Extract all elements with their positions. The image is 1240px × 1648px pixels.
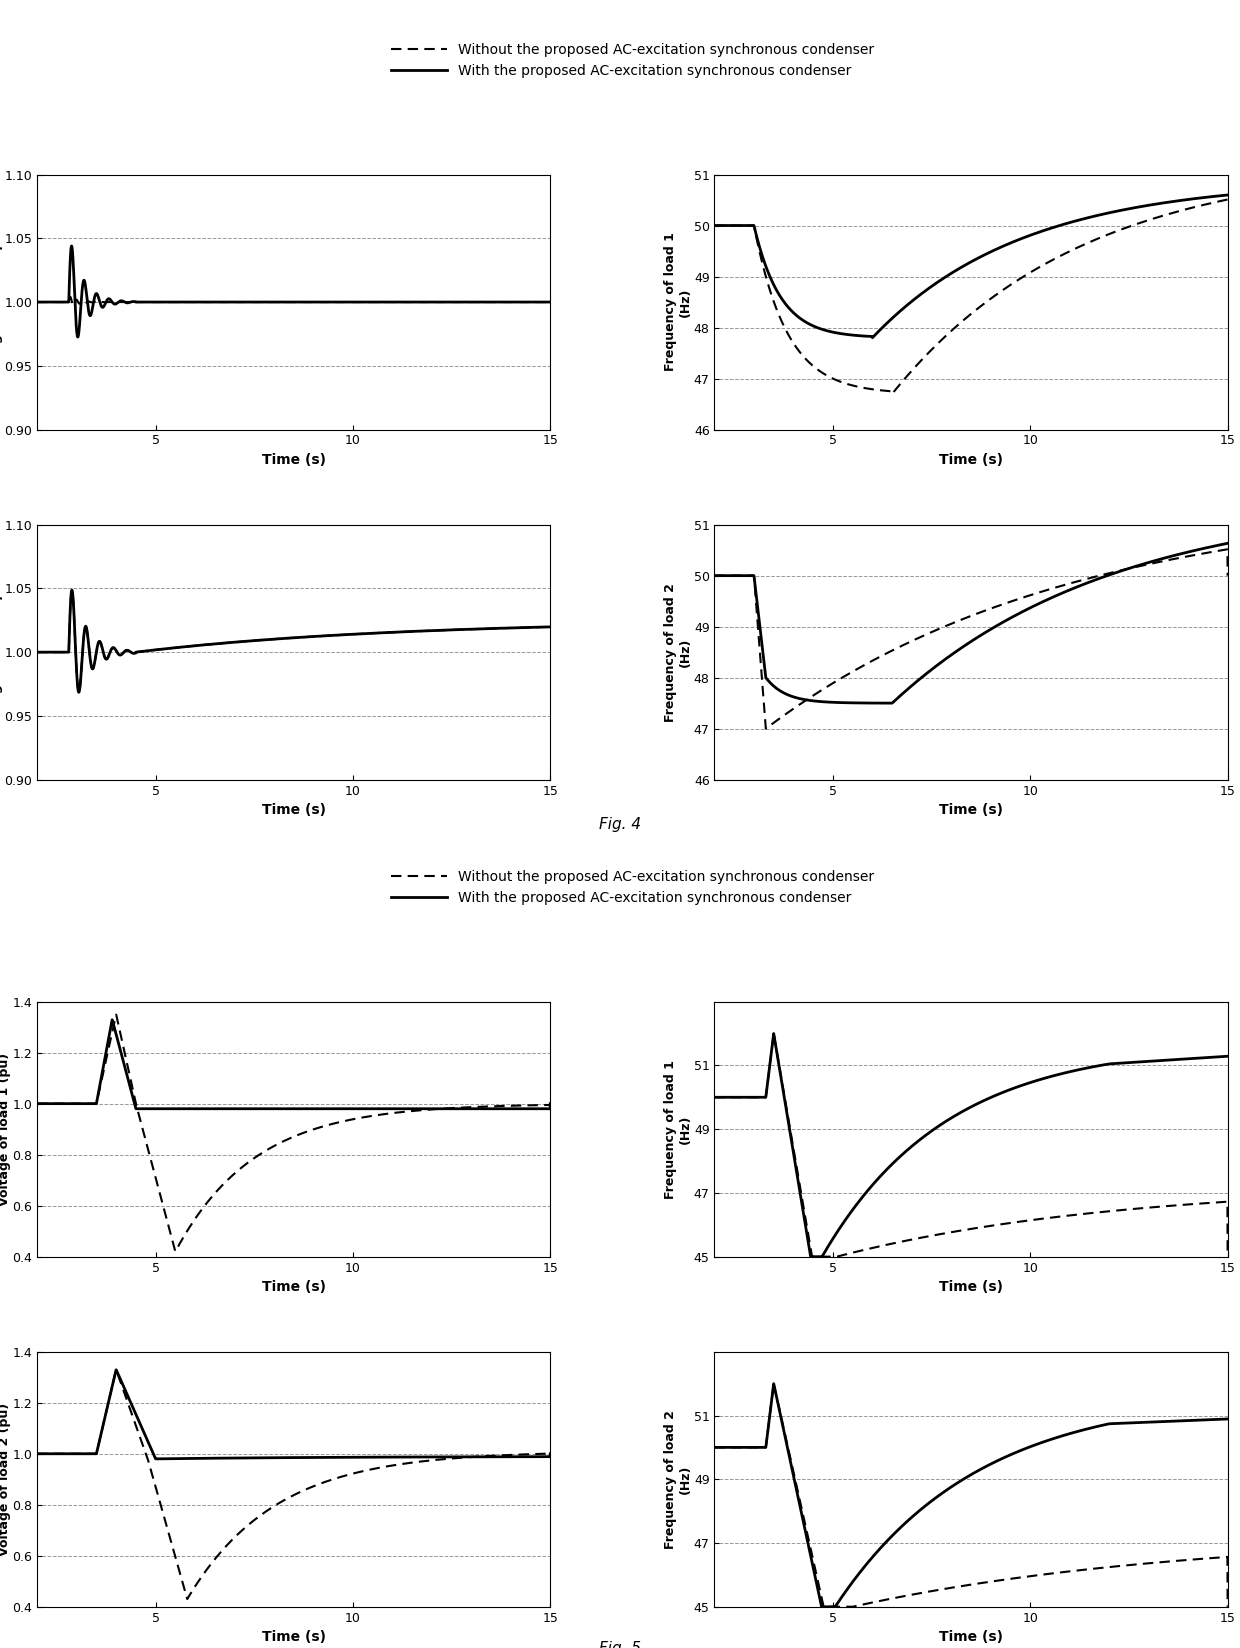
- Text: Fig. 4: Fig. 4: [599, 816, 641, 832]
- Y-axis label: Frequency of load 2
(Hz): Frequency of load 2 (Hz): [665, 1409, 692, 1549]
- Legend: Without the proposed AC-excitation synchronous condenser, With the proposed AC-e: Without the proposed AC-excitation synch…: [386, 38, 879, 84]
- Y-axis label: Voltage of load 1 (pu): Voltage of load 1 (pu): [0, 1053, 11, 1206]
- Y-axis label: Frequency of load 2
(Hz): Frequency of load 2 (Hz): [665, 583, 692, 722]
- X-axis label: Time (s): Time (s): [262, 1630, 326, 1645]
- Y-axis label: Frequency of load 1
(Hz): Frequency of load 1 (Hz): [665, 1060, 692, 1198]
- X-axis label: Time (s): Time (s): [939, 803, 1003, 817]
- X-axis label: Time (s): Time (s): [262, 453, 326, 466]
- Legend: Without the proposed AC-excitation synchronous condenser, With the proposed AC-e: Without the proposed AC-excitation synch…: [386, 865, 879, 910]
- X-axis label: Time (s): Time (s): [262, 1280, 326, 1294]
- X-axis label: Time (s): Time (s): [262, 803, 326, 817]
- Text: Fig. 5: Fig. 5: [599, 1640, 641, 1648]
- X-axis label: Time (s): Time (s): [939, 1280, 1003, 1294]
- X-axis label: Time (s): Time (s): [939, 453, 1003, 466]
- Y-axis label: Voltage of load 1 (pu): Voltage of load 1 (pu): [0, 226, 2, 379]
- Y-axis label: Voltage of load 2 (pu): Voltage of load 2 (pu): [0, 575, 2, 728]
- X-axis label: Time (s): Time (s): [939, 1630, 1003, 1645]
- Y-axis label: Voltage of load 2 (pu): Voltage of load 2 (pu): [0, 1402, 11, 1556]
- Y-axis label: Frequency of load 1
(Hz): Frequency of load 1 (Hz): [665, 232, 692, 371]
